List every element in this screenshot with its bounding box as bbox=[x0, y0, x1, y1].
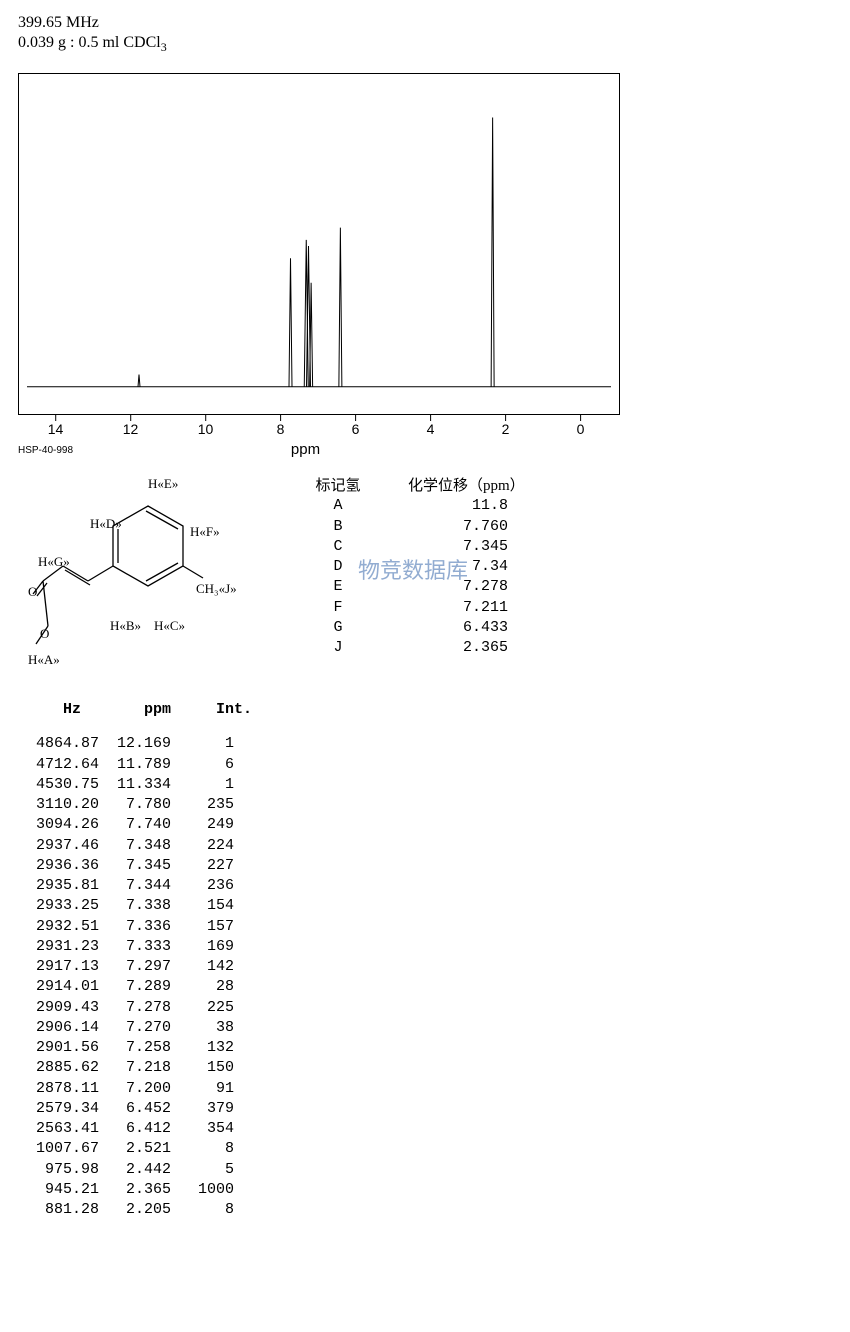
header-frequency: 399.65 MHz bbox=[18, 14, 832, 32]
peak-row: 2931.23 7.333 169 bbox=[18, 937, 832, 957]
peak-row: 2885.62 7.218 150 bbox=[18, 1058, 832, 1078]
peak-row: 2935.81 7.344 236 bbox=[18, 876, 832, 896]
peak-row: 2917.13 7.297 142 bbox=[18, 957, 832, 977]
structure-svg bbox=[18, 476, 258, 676]
assignment-row: G6.433 bbox=[298, 618, 525, 638]
peak-row: 2936.36 7.345 227 bbox=[18, 856, 832, 876]
assign-header-shift: 化学位移（ppm） bbox=[408, 476, 525, 496]
peak-row: 1007.67 2.521 8 bbox=[18, 1139, 832, 1159]
x-tick: 8 bbox=[277, 421, 285, 437]
header-sample-sub: 3 bbox=[161, 40, 167, 54]
assignment-header: 标记氢 化学位移（ppm） bbox=[298, 476, 525, 496]
assign-header-label: 标记氢 bbox=[298, 476, 378, 496]
peak-row: 975.98 2.442 5 bbox=[18, 1160, 832, 1180]
assignment-row: C7.345 bbox=[298, 537, 525, 557]
assign-label: F bbox=[298, 598, 378, 618]
spectrum-svg bbox=[19, 74, 619, 414]
assignment-row: J2.365 bbox=[298, 638, 525, 658]
x-tick: 6 bbox=[352, 421, 360, 437]
x-tick: 10 bbox=[198, 421, 214, 437]
x-axis-ticks: 14 12 10 8 6 4 2 0 bbox=[18, 421, 618, 439]
assign-ppm: 2.365 bbox=[378, 638, 520, 658]
structure-label: H«E» bbox=[148, 476, 178, 492]
peak-row: 881.28 2.205 8 bbox=[18, 1200, 832, 1220]
header-sample: 0.039 g : 0.5 ml CDCl3 bbox=[18, 34, 832, 55]
structure-label: H«C» bbox=[154, 618, 185, 634]
peak-row: 945.21 2.365 1000 bbox=[18, 1180, 832, 1200]
x-tick: 2 bbox=[502, 421, 510, 437]
assign-ppm: 7.211 bbox=[378, 598, 520, 618]
structure-diagram: H«E» H«D» H«F» H«G» CH₃«J» O O H«B» H«C» H«A» bbox=[18, 476, 258, 676]
x-tick: 12 bbox=[123, 421, 139, 437]
header-sample-text: 0.039 g : 0.5 ml CDCl bbox=[18, 34, 161, 51]
peak-row: 2937.46 7.348 224 bbox=[18, 836, 832, 856]
spectrum-frame bbox=[18, 73, 620, 415]
peak-row: 2932.51 7.336 157 bbox=[18, 917, 832, 937]
spectrum-block: 14121086420 HSP-40-998 ppm bbox=[18, 73, 832, 458]
peak-row: 3110.20 7.780 235 bbox=[18, 795, 832, 815]
peak-row: 2579.34 6.452 379 bbox=[18, 1099, 832, 1119]
peak-row: 2563.41 6.412 354 bbox=[18, 1119, 832, 1139]
x-tick: 14 bbox=[48, 421, 64, 437]
assign-ppm: 7.345 bbox=[378, 537, 520, 557]
assign-label: A bbox=[298, 496, 378, 516]
assign-label: B bbox=[298, 517, 378, 537]
assign-label: G bbox=[298, 618, 378, 638]
peak-table-header: Hz ppm Int. bbox=[18, 700, 832, 720]
x-tick: 0 bbox=[577, 421, 585, 437]
x-axis-label: ppm bbox=[0, 441, 618, 458]
assign-ppm: 11.8 bbox=[378, 496, 520, 516]
peak-row: 4864.87 12.169 1 bbox=[18, 734, 832, 754]
structure-label: H«G» bbox=[38, 554, 70, 570]
assignment-table: 标记氢 化学位移（ppm） A11.8B7.760C7.345D7.34E7.2… bbox=[298, 476, 525, 658]
mid-block: H«E» H«D» H«F» H«G» CH₃«J» O O H«B» H«C» H«A» 标记氢… bbox=[18, 476, 832, 676]
structure-label: H«F» bbox=[190, 524, 220, 540]
assign-ppm: 7.760 bbox=[378, 517, 520, 537]
watermark: 物竞数据库 bbox=[358, 556, 468, 586]
assignment-row: F7.211 bbox=[298, 598, 525, 618]
assign-label: C bbox=[298, 537, 378, 557]
peak-row: 4712.64 11.789 6 bbox=[18, 755, 832, 775]
peak-row: 2901.56 7.258 132 bbox=[18, 1038, 832, 1058]
assignment-row: B7.760 bbox=[298, 517, 525, 537]
peak-row: 3094.26 7.740 249 bbox=[18, 815, 832, 835]
peak-row: 2878.11 7.200 91 bbox=[18, 1079, 832, 1099]
structure-label: O bbox=[28, 584, 37, 600]
peak-row: 2933.25 7.338 154 bbox=[18, 896, 832, 916]
structure-label: H«D» bbox=[90, 516, 122, 532]
peak-row: 2914.01 7.289 28 bbox=[18, 977, 832, 997]
structure-label: H«B» bbox=[110, 618, 141, 634]
assign-ppm: 6.433 bbox=[378, 618, 520, 638]
structure-label: O bbox=[40, 626, 49, 642]
peak-table: Hz ppm Int. 4864.87 12.169 1 4712.64 11.… bbox=[18, 700, 832, 1220]
peak-row: 4530.75 11.334 1 bbox=[18, 775, 832, 795]
assign-label: J bbox=[298, 638, 378, 658]
assignment-row: A11.8 bbox=[298, 496, 525, 516]
structure-label: CH₃«J» bbox=[196, 581, 237, 597]
peak-row: 2906.14 7.270 38 bbox=[18, 1018, 832, 1038]
structure-label: H«A» bbox=[28, 652, 60, 668]
x-tick: 4 bbox=[427, 421, 435, 437]
peak-row: 2909.43 7.278 225 bbox=[18, 998, 832, 1018]
